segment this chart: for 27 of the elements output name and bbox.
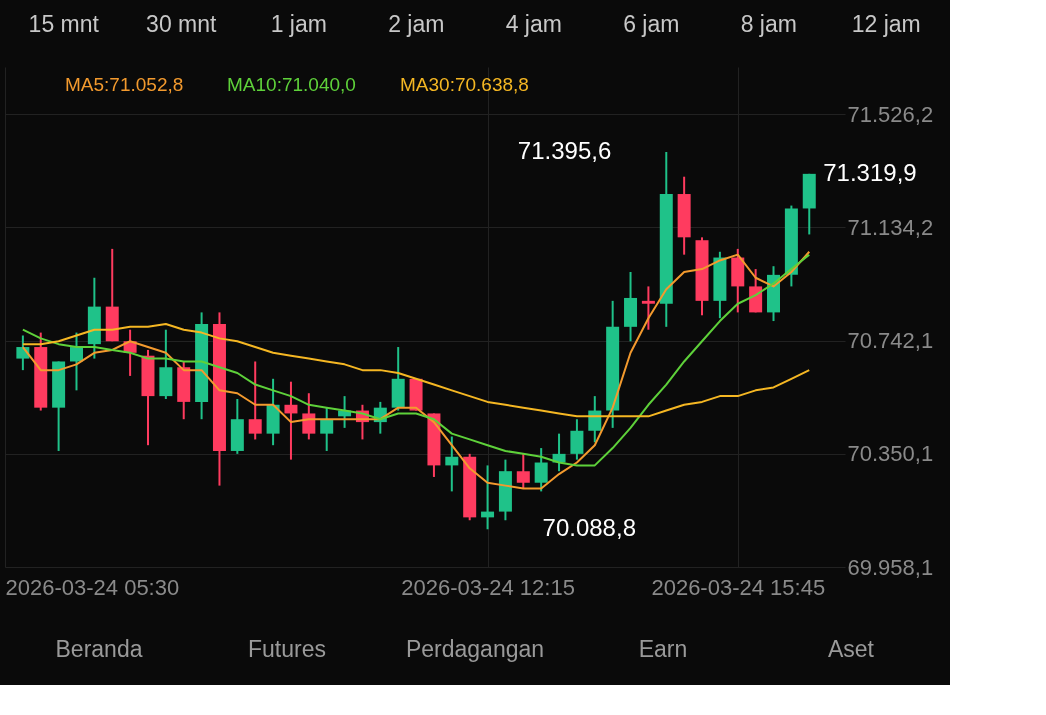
annotation: 71.395,6: [517, 136, 612, 164]
text: 12 jam: [851, 11, 921, 37]
y-tick-label: 69.958,1: [847, 554, 934, 580]
y-tick-label: 70.742,1: [847, 328, 934, 354]
text: Aset: [827, 636, 875, 662]
annotation: 70.088,8: [542, 514, 636, 542]
text: 4 jam: [505, 11, 562, 37]
y-tick-label: 71.134,2: [847, 214, 934, 240]
text: MA5:71.052,8: [65, 74, 184, 95]
text: Earn: [638, 636, 688, 662]
text: MA30:70.638,8: [400, 74, 529, 95]
text: Beranda: [55, 636, 143, 662]
x-tick-label: 2026-03-24 12:15: [401, 574, 575, 600]
text: MA10:71.040,0: [227, 74, 356, 95]
text: 6 jam: [623, 11, 680, 37]
text: 8 jam: [740, 11, 797, 37]
text: 2 jam: [388, 11, 445, 37]
y-tick-label: 70.350,1: [847, 441, 934, 467]
x-tick-label: 2026-03-24 15:45: [651, 574, 826, 600]
text: Futures: [248, 636, 326, 662]
text: 15 mnt: [28, 11, 100, 37]
text: 30 mnt: [146, 11, 218, 37]
text: 1 jam: [270, 11, 327, 37]
annotation: 71.319,9: [823, 158, 917, 186]
x-tick-label: 2026-03-24 05:30: [5, 574, 180, 600]
y-tick-label: 71.526,2: [847, 101, 934, 127]
text: Perdagangan: [405, 636, 545, 662]
